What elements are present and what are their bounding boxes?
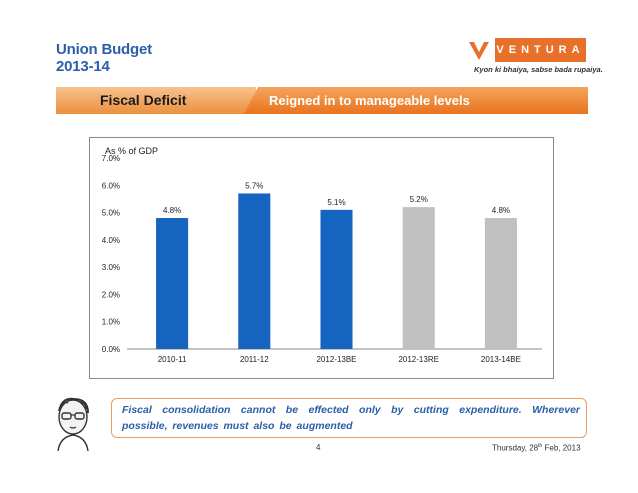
title-line-1: Union Budget: [56, 41, 152, 58]
x-tick-label: 2011-12: [240, 355, 269, 364]
banner-right-panel: [244, 87, 588, 114]
quote-callout: Fiscal consolidation cannot be effected …: [111, 398, 587, 438]
data-label: 4.8%: [492, 206, 510, 215]
x-tick-label: 2012-13BE: [316, 355, 356, 364]
banner-left-panel: [56, 87, 256, 114]
x-tick-label: 2013-14BE: [481, 355, 521, 364]
data-label: 5.2%: [410, 195, 428, 204]
ventura-logo: VENTURA: [467, 38, 586, 65]
y-tick-label: 6.0%: [102, 181, 120, 190]
bar: [484, 218, 517, 349]
economist-portrait-icon: [57, 397, 89, 451]
x-tick-label: 2012-13RE: [398, 355, 438, 364]
page-number: 4: [316, 443, 321, 452]
y-tick-label: 2.0%: [102, 290, 120, 299]
date-prefix: Thursday, 28: [492, 443, 539, 453]
chart-canvas: 0.0% 1.0% 2.0% 3.0% 4.0% 5.0% 6.0% 7.0% 4.8% 2010…: [102, 154, 542, 364]
x-tick-label: 2010-11: [158, 355, 187, 364]
quote-text: Fiscal consolidation cannot be effected …: [122, 404, 580, 432]
bar: [238, 193, 271, 349]
y-tick-label: 1.0%: [102, 318, 120, 327]
date-suffix: th: [538, 443, 543, 449]
ventura-logo-icon: [469, 42, 489, 60]
bar: [320, 209, 353, 349]
date-rest: Feb, 2013: [542, 443, 581, 453]
tagline: Kyon ki bhaiya, sabse bada rupaiya.: [474, 65, 603, 74]
banner-topic: Fiscal Deficit: [100, 92, 187, 108]
y-tick-label: 4.0%: [102, 236, 120, 245]
y-tick-label: 7.0%: [102, 154, 120, 163]
y-tick-label: 5.0%: [102, 209, 120, 218]
bar: [156, 218, 189, 349]
y-tick-label: 0.0%: [102, 345, 120, 354]
data-label: 4.8%: [163, 206, 181, 215]
y-tick-label: 3.0%: [102, 263, 120, 272]
section-banner: Fiscal Deficit Reigned in to manageable …: [56, 87, 588, 114]
data-label: 5.1%: [327, 198, 345, 207]
logo-wordmark: VENTURA: [495, 38, 586, 62]
slide-date: Thursday, 28th Feb, 2013: [492, 443, 581, 453]
banner-headline: Reigned in to manageable levels: [269, 93, 470, 108]
bar: [402, 207, 435, 349]
report-title: Union Budget 2013-14: [56, 41, 152, 75]
y-axis-label: As % of GDP: [105, 146, 159, 156]
fiscal-deficit-chart: 0.0% 1.0% 2.0% 3.0% 4.0% 5.0% 6.0% 7.0% 4.8% 2010…: [89, 137, 554, 379]
data-label: 5.7%: [245, 181, 263, 190]
title-line-2: 2013-14: [56, 58, 110, 75]
